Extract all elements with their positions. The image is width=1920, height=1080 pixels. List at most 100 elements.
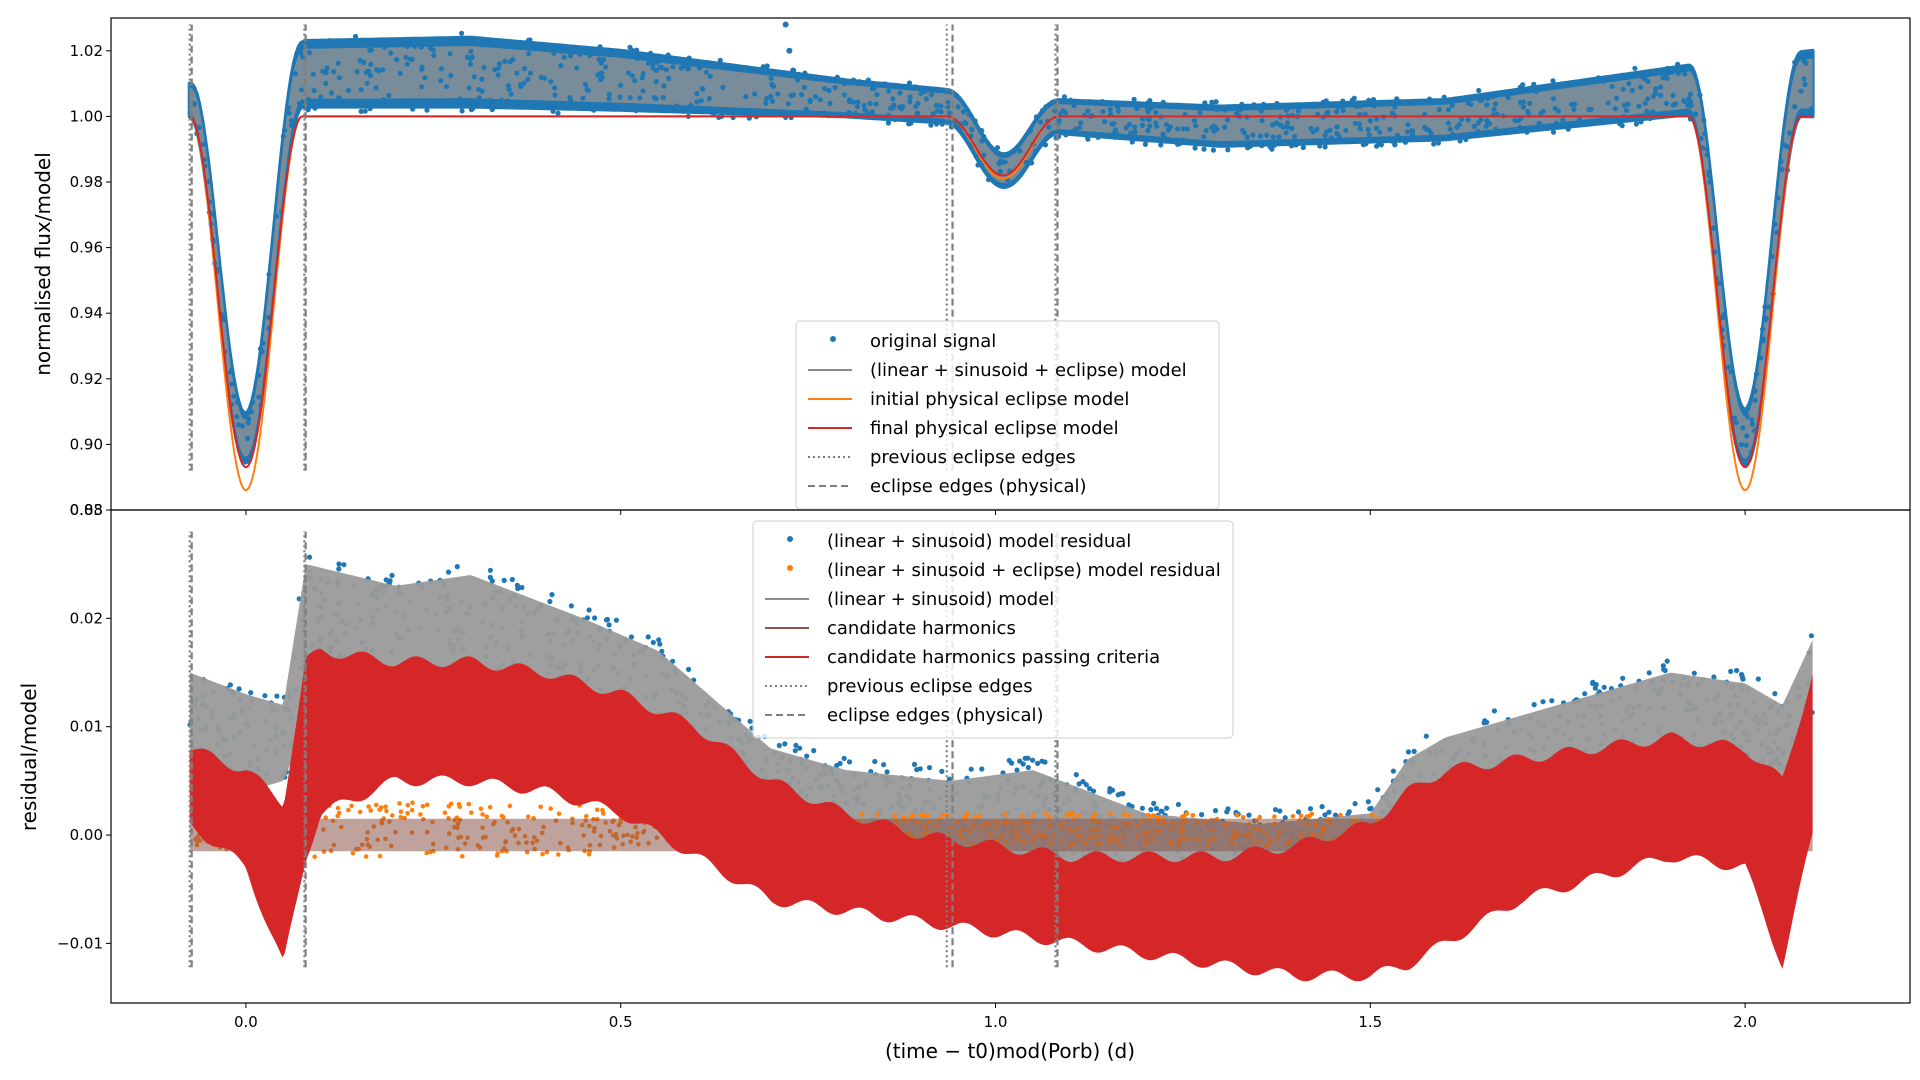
signal-point [1201, 146, 1207, 152]
signal-point [1085, 108, 1091, 114]
signal-point [292, 71, 299, 77]
signal-point [1317, 143, 1323, 149]
signal-point [1595, 75, 1601, 81]
signal-point [634, 55, 640, 62]
eclipse-residual-point [424, 850, 430, 856]
signal-point [960, 109, 967, 115]
signal-point [1224, 117, 1231, 123]
signal-point [1642, 76, 1648, 82]
eclipse-residual-point [584, 814, 589, 819]
signal-point [1743, 442, 1749, 448]
residual-point [1582, 691, 1588, 697]
signal-point [798, 92, 805, 98]
signal-point [1688, 102, 1694, 108]
eclipse-residual-point [336, 810, 342, 816]
signal-point [397, 70, 403, 76]
signal-point [318, 94, 324, 100]
signal-point [1457, 138, 1463, 144]
residual-point [613, 617, 620, 623]
signal-point [1752, 397, 1758, 403]
signal-point [248, 409, 255, 415]
signal-point [1675, 70, 1681, 76]
signal-point [1197, 110, 1203, 116]
signal-point [1324, 110, 1330, 116]
signal-point [1002, 159, 1008, 165]
signal-point [1132, 124, 1138, 130]
signal-point [850, 99, 857, 105]
signal-point [633, 108, 639, 114]
signal-point [1032, 148, 1039, 154]
signal-point [1477, 97, 1483, 104]
signal-point [923, 96, 930, 102]
signal-point [1145, 109, 1151, 115]
signal-point [280, 133, 286, 139]
signal-point [457, 96, 463, 102]
eclipse-residual-point [366, 804, 372, 809]
eclipse-residual-point [480, 812, 485, 817]
signal-point [403, 54, 409, 61]
signal-point [1334, 124, 1340, 130]
signal-point [1323, 139, 1329, 145]
signal-point [361, 59, 367, 65]
signal-point [431, 52, 437, 59]
bottom-y-axis-label: residual/model [17, 683, 41, 831]
signal-point [1310, 129, 1316, 135]
signal-point [717, 57, 723, 63]
signal-point [1370, 97, 1377, 103]
signal-point [801, 84, 808, 90]
signal-point [591, 107, 597, 113]
signal-point [1520, 99, 1526, 105]
signal-point [1289, 125, 1295, 132]
residual-point [1212, 808, 1219, 814]
signal-point [1184, 126, 1191, 132]
eclipse-residual-point [1108, 811, 1113, 816]
signal-point [1550, 96, 1557, 102]
residual-point [341, 562, 347, 568]
signal-point [1366, 132, 1372, 138]
signal-point [855, 99, 861, 105]
legend-label: eclipse edges (physical) [870, 476, 1087, 497]
residual-point [645, 634, 651, 640]
signal-point [963, 120, 969, 126]
eclipse-residual-point [1068, 811, 1073, 817]
signal-point [832, 84, 838, 91]
signal-point [645, 60, 652, 66]
signal-point [807, 75, 813, 81]
signal-point [419, 64, 425, 70]
signal-point [552, 92, 558, 98]
signal-point [796, 71, 802, 77]
signal-point [627, 95, 633, 101]
signal-point [476, 86, 482, 93]
signal-point [1484, 95, 1491, 101]
signal-point [674, 108, 681, 114]
eclipse-residual-point [349, 803, 354, 809]
signal-point [244, 435, 251, 442]
signal-point [933, 102, 940, 108]
signal-point [822, 86, 828, 92]
residual-point [968, 766, 974, 772]
signal-point [1239, 101, 1245, 107]
signal-point [484, 103, 490, 109]
signal-point [329, 90, 335, 96]
signal-point [1769, 253, 1775, 260]
signal-point [1475, 131, 1481, 137]
bottom-legend: (linear + sinusoid) model residual (linea… [752, 520, 1234, 739]
signal-point [1084, 133, 1090, 140]
signal-point [888, 105, 894, 112]
residual-point [487, 567, 493, 573]
residual-point [603, 617, 610, 623]
signal-point [1763, 316, 1769, 323]
signal-point [1264, 132, 1270, 138]
signal-point [1505, 95, 1511, 101]
signal-point [686, 55, 692, 61]
residual-point [776, 742, 782, 749]
signal-point [1623, 74, 1629, 80]
legend-label: eclipse edges (physical) [827, 705, 1044, 726]
signal-point [819, 76, 825, 82]
signal-point [1147, 98, 1153, 104]
eclipse-residual-point [940, 812, 946, 818]
signal-point [1738, 441, 1745, 448]
residual-point [1423, 733, 1429, 739]
signal-point [1605, 100, 1611, 106]
signal-point [250, 399, 256, 405]
